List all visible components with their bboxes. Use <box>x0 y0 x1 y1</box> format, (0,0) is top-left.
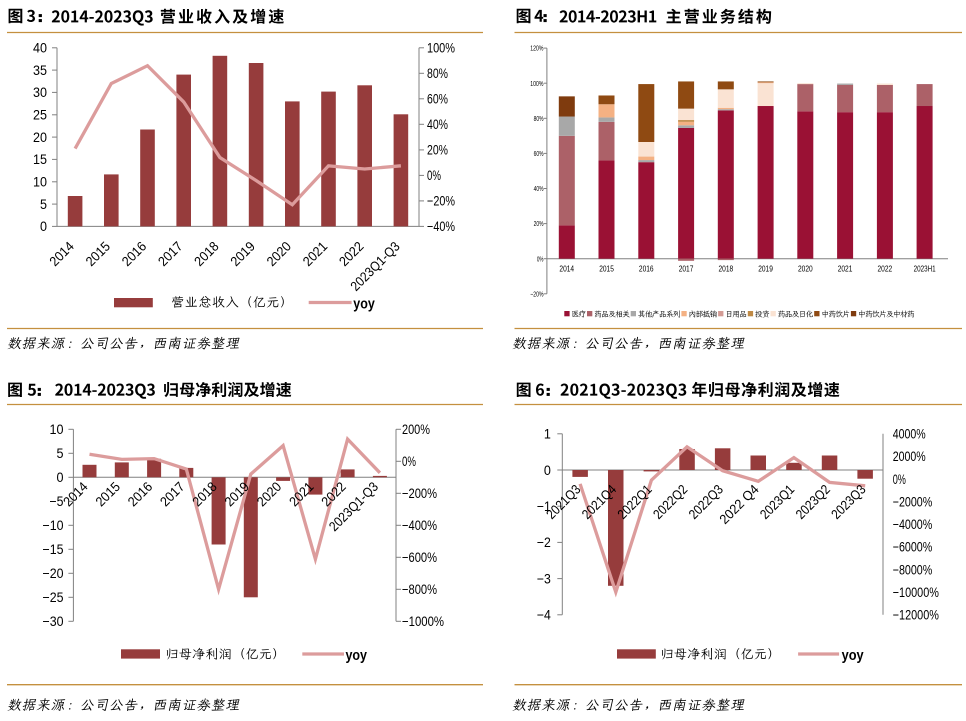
svg-text:−10000%: −10000% <box>893 585 939 600</box>
svg-text:100%: 100% <box>530 79 544 88</box>
svg-text:2020: 2020 <box>254 479 284 509</box>
svg-text:−1000%: −1000% <box>402 614 444 629</box>
svg-text:2020: 2020 <box>264 239 294 269</box>
svg-text:2015: 2015 <box>93 479 123 509</box>
svg-text:2000%: 2000% <box>893 449 926 464</box>
svg-text:10: 10 <box>50 422 64 437</box>
svg-text:2016: 2016 <box>119 239 149 269</box>
svg-text:2021: 2021 <box>838 265 853 274</box>
svg-text:yoy: yoy <box>842 647 865 664</box>
svg-text:2023H1: 2023H1 <box>914 265 936 274</box>
svg-text:−800%: −800% <box>402 582 437 597</box>
svg-text:−10: −10 <box>43 518 64 533</box>
svg-text:2022: 2022 <box>336 239 366 269</box>
svg-text:2020: 2020 <box>798 265 813 274</box>
svg-text:yoy: yoy <box>353 296 375 313</box>
svg-text:2015: 2015 <box>599 265 614 274</box>
svg-text:2023Q1: 2023Q1 <box>757 482 797 522</box>
svg-text:60%: 60% <box>427 92 448 107</box>
svg-text:0%: 0% <box>402 454 416 469</box>
svg-text:−200%: −200% <box>402 486 437 501</box>
svg-text:80%: 80% <box>534 114 544 123</box>
svg-text:2016: 2016 <box>125 479 155 509</box>
svg-text:30: 30 <box>33 85 47 100</box>
svg-text:0%: 0% <box>893 472 906 487</box>
svg-text:2022Q2: 2022Q2 <box>650 482 690 522</box>
svg-text:−5: −5 <box>50 494 64 509</box>
svg-text:2022: 2022 <box>878 265 893 274</box>
svg-text:2021: 2021 <box>300 239 330 269</box>
svg-text:2014: 2014 <box>47 238 78 269</box>
svg-text:4000%: 4000% <box>893 427 926 442</box>
svg-text:5: 5 <box>57 446 64 461</box>
svg-text:−30: −30 <box>43 614 64 629</box>
svg-text:5: 5 <box>40 197 47 212</box>
svg-text:20: 20 <box>33 130 47 145</box>
svg-text:2018: 2018 <box>719 265 734 274</box>
svg-text:40: 40 <box>33 41 47 56</box>
svg-text:60%: 60% <box>534 149 544 158</box>
svg-text:2014: 2014 <box>559 265 574 274</box>
svg-text:−20: −20 <box>43 566 64 581</box>
svg-text:2019: 2019 <box>758 265 773 274</box>
svg-text:2023Q3: 2023Q3 <box>828 482 868 522</box>
svg-text:2023Q2: 2023Q2 <box>793 482 833 522</box>
svg-text:10: 10 <box>33 175 47 190</box>
svg-text:−25: −25 <box>43 590 64 605</box>
svg-text:2019: 2019 <box>228 239 258 269</box>
svg-text:−2: −2 <box>537 535 551 550</box>
svg-text:yoy: yoy <box>346 647 368 664</box>
svg-text:15: 15 <box>33 152 47 167</box>
svg-text:80%: 80% <box>427 66 448 81</box>
svg-text:−6000%: −6000% <box>893 540 933 555</box>
svg-text:2014: 2014 <box>60 479 91 510</box>
svg-text:0%: 0% <box>537 254 544 263</box>
svg-text:−600%: −600% <box>402 550 437 565</box>
svg-text:−12000%: −12000% <box>893 608 939 623</box>
svg-text:20%: 20% <box>534 219 544 228</box>
svg-text:−40%: −40% <box>427 219 455 234</box>
svg-text:40%: 40% <box>534 184 544 193</box>
svg-text:−2000%: −2000% <box>893 495 933 510</box>
svg-text:2017: 2017 <box>155 239 185 269</box>
svg-text:2016: 2016 <box>639 265 654 274</box>
svg-text:120%: 120% <box>530 44 544 53</box>
svg-text:200%: 200% <box>402 422 430 437</box>
svg-text:40%: 40% <box>427 117 448 132</box>
svg-text:2022 Q4: 2022 Q4 <box>716 481 762 527</box>
svg-text:−4000%: −4000% <box>893 517 933 532</box>
svg-text:0%: 0% <box>427 168 441 183</box>
svg-text:2017: 2017 <box>157 479 187 509</box>
svg-text:−15: −15 <box>43 542 64 557</box>
svg-text:−3: −3 <box>537 571 551 586</box>
svg-text:−8000%: −8000% <box>893 562 933 577</box>
svg-text:35: 35 <box>33 63 47 78</box>
svg-text:−1: −1 <box>537 499 551 514</box>
svg-text:−20%: −20% <box>530 289 544 298</box>
svg-text:−20%: −20% <box>427 194 455 209</box>
svg-text:2018: 2018 <box>191 239 221 269</box>
svg-text:2017: 2017 <box>679 265 694 274</box>
svg-text:100%: 100% <box>427 41 455 56</box>
svg-text:−400%: −400% <box>402 518 437 533</box>
svg-text:2015: 2015 <box>83 239 113 269</box>
svg-text:1: 1 <box>544 427 551 442</box>
svg-text:20%: 20% <box>427 143 448 158</box>
svg-text:0: 0 <box>544 463 551 478</box>
svg-text:0: 0 <box>57 470 64 485</box>
svg-text:25: 25 <box>33 108 47 123</box>
svg-text:0: 0 <box>40 219 47 234</box>
svg-text:−4: −4 <box>537 608 551 623</box>
